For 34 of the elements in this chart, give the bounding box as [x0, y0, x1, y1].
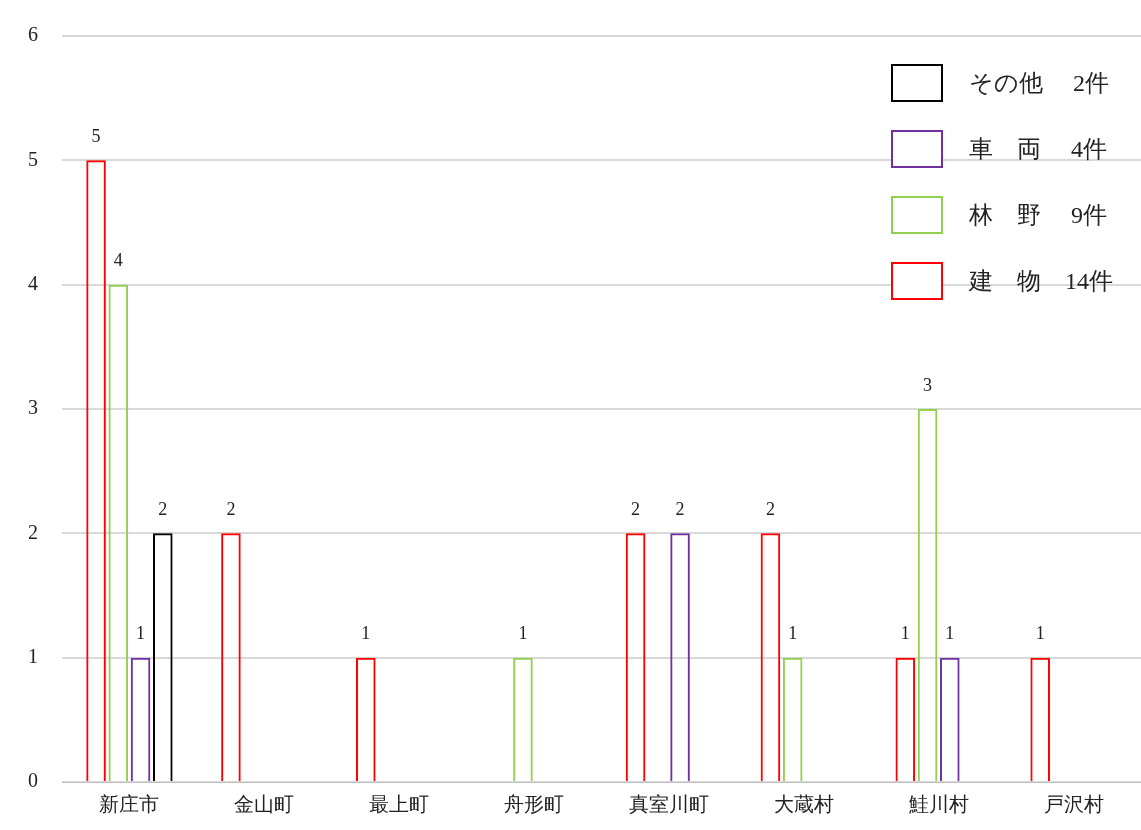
y-tick-label: 3 [28, 396, 38, 419]
x-tick-label: 新庄市 [99, 793, 160, 816]
data-label: 1 [788, 623, 798, 644]
data-label: 5 [91, 126, 101, 147]
data-label: 1 [136, 623, 146, 644]
legend-label: 林 野 9件 [969, 201, 1107, 230]
data-label: 1 [945, 623, 955, 644]
y-tick-label: 0 [28, 769, 38, 792]
data-label: 1 [361, 623, 371, 644]
data-label: 3 [923, 374, 933, 395]
x-tick-label: 最上町 [369, 793, 430, 816]
data-label: 2 [765, 499, 775, 520]
data-label: 1 [518, 623, 528, 644]
y-tick-label: 5 [28, 147, 38, 170]
x-tick-label: 鮭川村 [908, 793, 969, 816]
legend-label: 建 物 14件 [969, 267, 1113, 296]
y-tick-label: 2 [28, 520, 38, 543]
x-tick-label: 戸沢村 [1043, 793, 1104, 816]
x-tick-label: 舟形町 [504, 793, 565, 816]
data-label: 1 [1035, 623, 1045, 644]
y-tick-label: 1 [28, 644, 38, 667]
data-label: 2 [675, 499, 685, 520]
data-label: 2 [158, 499, 168, 520]
x-tick-label: 真室川町 [628, 793, 709, 816]
data-label: 2 [226, 499, 236, 520]
data-label: 1 [900, 623, 910, 644]
x-tick-label: 大蔵村 [773, 793, 834, 816]
legend-label: その他 2件 [969, 69, 1109, 98]
legend-label: 車 両 4件 [969, 135, 1107, 164]
x-tick-label: 金山町 [234, 793, 295, 816]
y-tick-label: 6 [28, 23, 38, 46]
data-label: 2 [631, 499, 641, 520]
y-tick-label: 4 [28, 271, 38, 294]
data-label: 4 [113, 250, 123, 271]
